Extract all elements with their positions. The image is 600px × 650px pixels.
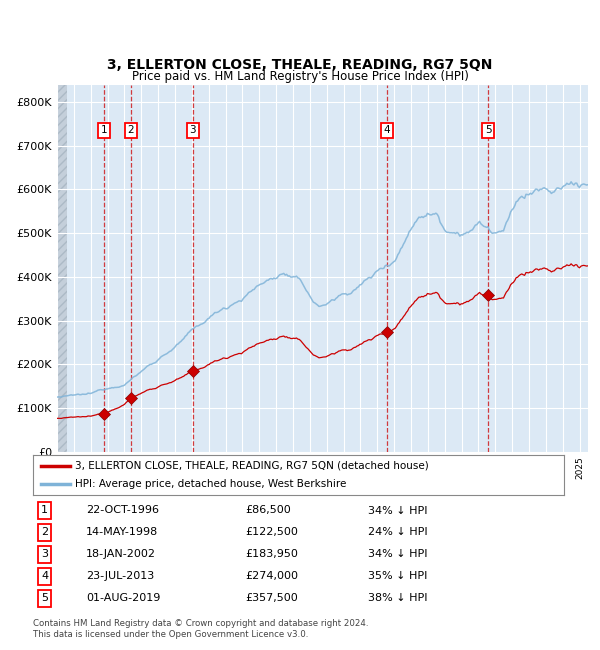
Text: 23-JUL-2013: 23-JUL-2013	[86, 571, 154, 582]
Text: 34% ↓ HPI: 34% ↓ HPI	[368, 506, 427, 515]
Text: 1: 1	[41, 506, 48, 515]
Text: 3: 3	[190, 125, 196, 135]
Text: 18-JAN-2002: 18-JAN-2002	[86, 549, 156, 560]
Text: 38% ↓ HPI: 38% ↓ HPI	[368, 593, 427, 603]
Text: 4: 4	[383, 125, 390, 135]
Text: 5: 5	[485, 125, 491, 135]
Text: HPI: Average price, detached house, West Berkshire: HPI: Average price, detached house, West…	[76, 480, 347, 489]
Text: 35% ↓ HPI: 35% ↓ HPI	[368, 571, 427, 582]
Text: 22-OCT-1996: 22-OCT-1996	[86, 506, 159, 515]
Text: 4: 4	[41, 571, 48, 582]
Text: Price paid vs. HM Land Registry's House Price Index (HPI): Price paid vs. HM Land Registry's House …	[131, 70, 469, 83]
Text: Contains HM Land Registry data © Crown copyright and database right 2024.: Contains HM Land Registry data © Crown c…	[33, 619, 368, 628]
Text: 3: 3	[41, 549, 48, 560]
Text: 24% ↓ HPI: 24% ↓ HPI	[368, 527, 427, 538]
Text: 1: 1	[101, 125, 107, 135]
Text: 3, ELLERTON CLOSE, THEALE, READING, RG7 5QN: 3, ELLERTON CLOSE, THEALE, READING, RG7 …	[107, 58, 493, 72]
Text: 2: 2	[41, 527, 48, 538]
Text: 14-MAY-1998: 14-MAY-1998	[86, 527, 158, 538]
Text: £86,500: £86,500	[245, 506, 291, 515]
Text: 2: 2	[127, 125, 134, 135]
Text: £357,500: £357,500	[245, 593, 298, 603]
Text: This data is licensed under the Open Government Licence v3.0.: This data is licensed under the Open Gov…	[33, 630, 308, 639]
Text: 01-AUG-2019: 01-AUG-2019	[86, 593, 160, 603]
Bar	[57, 84, 67, 452]
Text: 34% ↓ HPI: 34% ↓ HPI	[368, 549, 427, 560]
Text: £183,950: £183,950	[245, 549, 298, 560]
Text: £274,000: £274,000	[245, 571, 298, 582]
Text: 5: 5	[41, 593, 48, 603]
Text: 3, ELLERTON CLOSE, THEALE, READING, RG7 5QN (detached house): 3, ELLERTON CLOSE, THEALE, READING, RG7 …	[76, 461, 429, 471]
Text: £122,500: £122,500	[245, 527, 298, 538]
